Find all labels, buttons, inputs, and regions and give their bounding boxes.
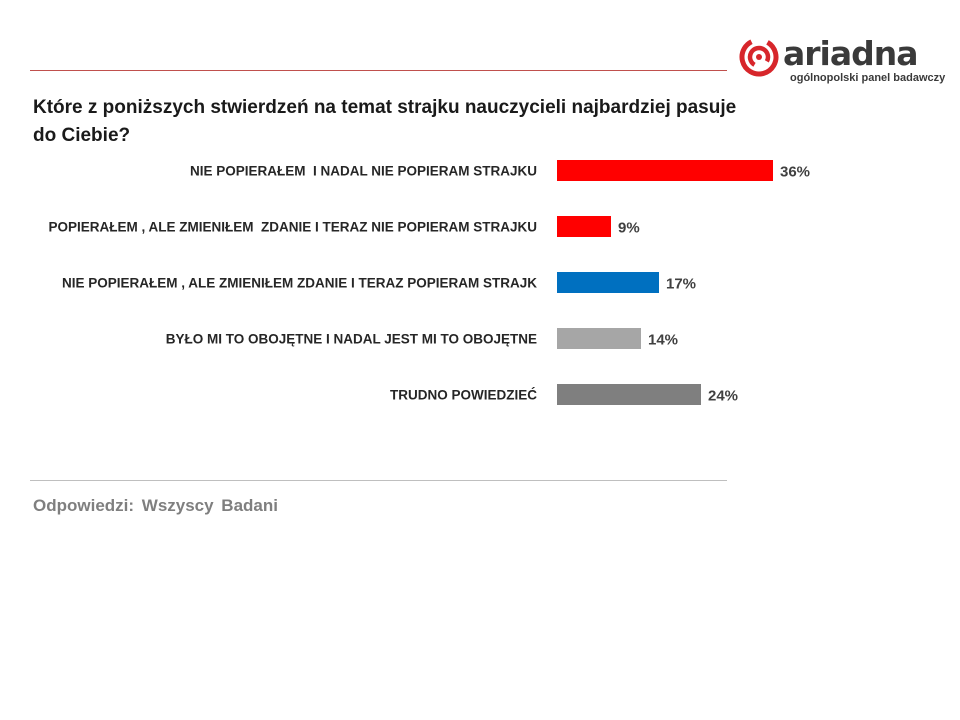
- value-label: 24%: [708, 388, 738, 405]
- bar-chart: NIE POPIERAŁEM I NADAL NIE POPIERAM STRA…: [48, 160, 810, 405]
- category-label: POPIERAŁEM , ALE ZMIENIŁEM ZDANIE I TERA…: [48, 220, 537, 235]
- category-label: NIE POPIERAŁEM , ALE ZMIENIŁEM ZDANIE I …: [62, 276, 537, 291]
- bar: [557, 384, 701, 405]
- logo-wordmark: ariadna: [783, 34, 919, 73]
- bottom-divider: [30, 480, 727, 481]
- category-label: BYŁO MI TO OBOJĘTNE I NADAL JEST MI TO O…: [166, 332, 537, 347]
- value-label: 14%: [648, 332, 678, 349]
- bar: [557, 272, 659, 293]
- ariadna-logo: ariadna ogólnopolski panel badawczy: [738, 34, 948, 88]
- value-label: 36%: [780, 164, 810, 181]
- ariadna-spiral-icon: [739, 37, 779, 77]
- bar: [557, 328, 641, 349]
- footer-note: Odpowiedzi: Wszyscy Badani: [33, 496, 278, 515]
- value-label: 9%: [618, 220, 640, 237]
- top-divider: [30, 70, 727, 71]
- question-title: Które z poniższych stwierdzeń na temat s…: [33, 97, 737, 146]
- bar: [557, 216, 611, 237]
- logo-tagline: ogólnopolski panel badawczy: [790, 72, 946, 84]
- category-label: NIE POPIERAŁEM I NADAL NIE POPIERAM STRA…: [190, 164, 537, 179]
- value-label: 17%: [666, 276, 696, 293]
- category-label: TRUDNO POWIEDZIEĆ: [390, 388, 537, 403]
- bar: [557, 160, 773, 181]
